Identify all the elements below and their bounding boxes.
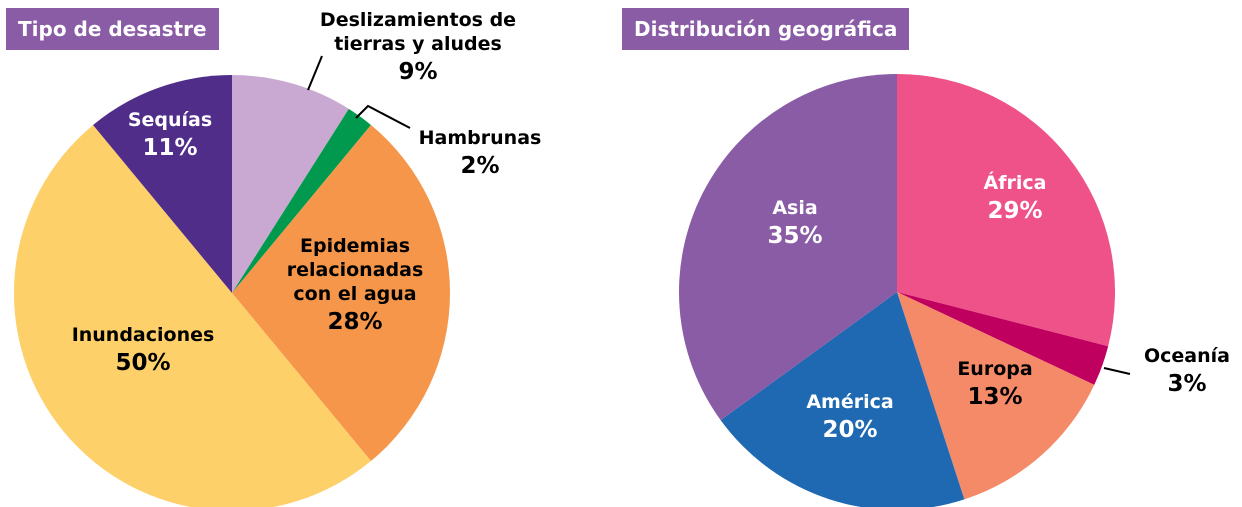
value-label: 35% [767,223,823,249]
pie-slice [232,108,371,293]
chart-title: Distribución geográfica [622,8,910,50]
leader-line [355,104,411,129]
value-label: 28% [327,309,383,335]
slice-label: América 20% [785,390,915,446]
slice-label: Sequías 11% [110,108,230,164]
leader-lines [307,55,1131,375]
pie-slice [897,292,1109,385]
category-label: Asia [772,197,818,219]
category-label: Oceanía [1144,345,1230,367]
slice-label: África 29% [955,171,1075,227]
category-label: África [983,172,1047,194]
slice-label: Deslizamientos de tierras y aludes 9% [303,8,533,88]
category-label: Sequías [127,109,213,131]
category-label: América [806,391,894,413]
value-label: 2% [460,153,500,179]
slice-label: Epidemias relacionadas con el agua 28% [270,234,440,338]
pie-slice [13,125,371,507]
pie-slice [720,292,965,507]
pie-slice [897,74,1115,347]
pie-slice [93,75,233,293]
pie-slice [232,125,450,461]
pie-slice [679,73,897,421]
slice-label: Europa 13% [935,357,1055,413]
value-label: 11% [142,135,198,161]
category-label: Deslizamientos de tierras y aludes [319,9,517,55]
slice-label: Hambrunas 2% [400,126,560,182]
slice-label: Inundaciones 50% [43,323,243,379]
category-label: Inundaciones [71,324,215,346]
chart-title: Tipo de desastre [6,8,219,50]
category-label: Hambrunas [418,127,542,149]
category-label: Epidemias relacionadas con el agua [286,235,424,305]
pie-slice [897,292,1095,500]
value-label: 13% [967,384,1023,410]
slice-label: Oceanía 3% [1127,344,1242,400]
leader-line [1103,367,1131,375]
value-label: 20% [822,417,878,443]
value-label: 3% [1167,371,1207,397]
pie [13,75,450,507]
value-label: 50% [115,350,171,376]
leader-line [307,55,323,91]
value-label: 9% [398,59,438,85]
slice-label: Asia 35% [735,196,855,252]
pie [679,73,1115,507]
category-label: Europa [957,358,1033,380]
pie-slice [232,75,349,293]
value-label: 29% [987,198,1043,224]
